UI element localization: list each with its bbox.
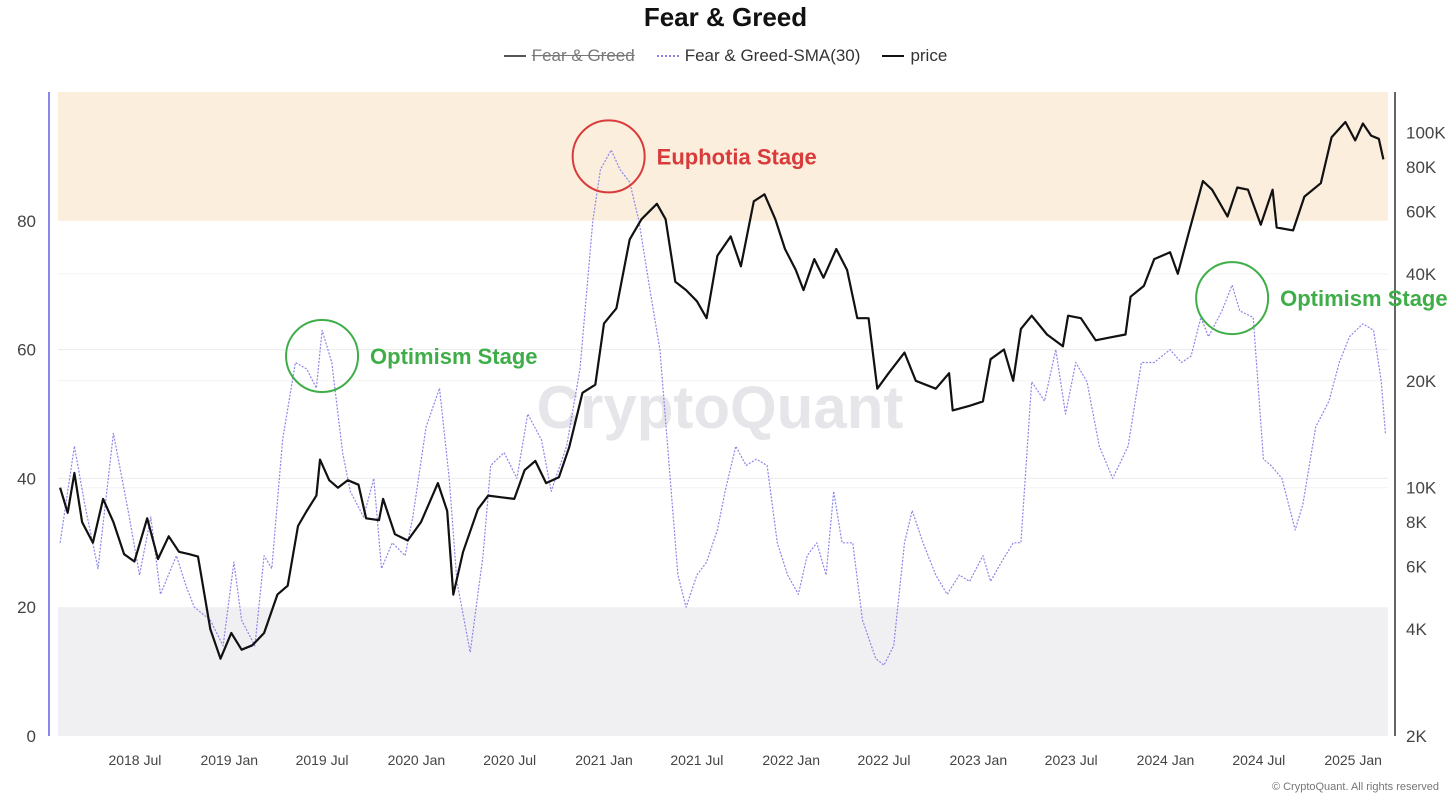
x-tick-label: 2020 Jul (483, 752, 536, 768)
copyright-text: © CryptoQuant. All rights reserved (1271, 781, 1439, 793)
x-tick-label: 2021 Jul (670, 752, 723, 768)
legend-item-fear-greed-sma[interactable]: Fear & Greed-SMA(30) (656, 46, 861, 66)
legend-swatch-fear-greed (503, 55, 526, 57)
legend-label-fear-greed: Fear & Greed (531, 46, 635, 65)
series-line-fear-greed-sma-30- (59, 149, 1386, 666)
chart-legend: Fear & Greed Fear & Greed-SMA(30) price (0, 46, 1451, 66)
legend-swatch-fear-greed-sma (656, 55, 679, 57)
y-right-tick-label: 80K (1406, 158, 1437, 177)
y-left-tick-label: 0 (27, 727, 36, 746)
greed-zone-band (58, 92, 1388, 221)
x-tick-label: 2019 Jan (200, 752, 258, 768)
x-tick-label: 2023 Jan (950, 752, 1008, 768)
x-tick-label: 2022 Jul (858, 752, 911, 768)
series-line-price (59, 120, 1385, 660)
y-right-tick-label: 40K (1406, 265, 1437, 284)
x-tick-label: 2019 Jul (296, 752, 349, 768)
legend-item-price[interactable]: price (882, 46, 947, 66)
y-right-tick-label: 60K (1406, 202, 1437, 221)
x-tick-label: 2018 Jul (108, 752, 161, 768)
y-right-tick-label: 8K (1406, 513, 1427, 532)
legend-swatch-price (882, 55, 905, 57)
annotation-label-0: Euphotia Stage (657, 144, 817, 169)
x-tick-label: 2025 Jan (1324, 752, 1382, 768)
x-tick-label: 2024 Jul (1232, 752, 1285, 768)
y-left-tick-label: 80 (17, 212, 36, 231)
x-tick-label: 2020 Jan (388, 752, 446, 768)
y-left-tick-label: 40 (17, 469, 36, 488)
annotation-label-2: Optimism Stage (1280, 286, 1447, 311)
y-right-tick-label: 10K (1406, 479, 1437, 498)
annotation-label-1: Optimism Stage (370, 344, 537, 369)
y-right-tick-label: 4K (1406, 620, 1427, 639)
watermark-text: CryptoQuant (537, 374, 904, 441)
legend-label-fear-greed-sma: Fear & Greed-SMA(30) (684, 46, 861, 65)
annotation-circle-1 (285, 319, 360, 394)
annotation-circle-0 (571, 119, 646, 194)
fear-zone-band (58, 607, 1388, 736)
y-right-tick-label: 6K (1406, 558, 1427, 577)
legend-item-fear-greed[interactable]: Fear & Greed (503, 46, 635, 66)
y-right-tick-label: 100K (1406, 123, 1446, 142)
x-tick-label: 2023 Jul (1045, 752, 1098, 768)
y-right-tick-label: 2K (1406, 727, 1427, 746)
legend-label-price: price (910, 46, 948, 65)
chart-title: Fear & Greed (643, 2, 808, 32)
annotation-circle-2 (1195, 261, 1270, 336)
y-left-tick-label: 60 (17, 341, 36, 360)
x-tick-label: 2021 Jan (575, 752, 633, 768)
y-left-tick-label: 20 (17, 598, 36, 617)
x-tick-label: 2022 Jan (762, 752, 820, 768)
y-right-tick-label: 20K (1406, 372, 1437, 391)
x-tick-label: 2024 Jan (1137, 752, 1195, 768)
